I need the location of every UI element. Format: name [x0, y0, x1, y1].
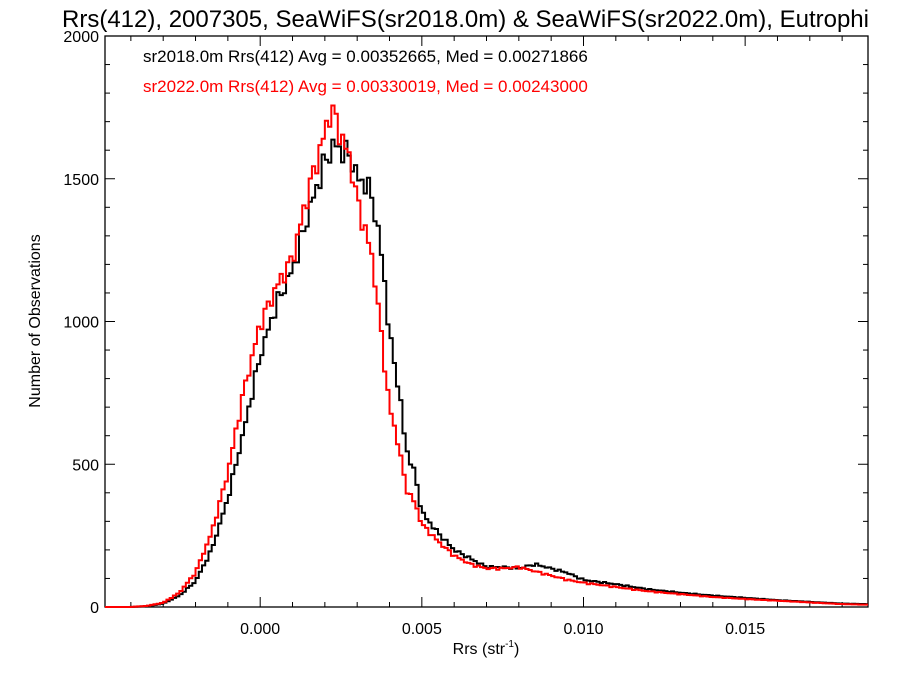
y-axis-label: Number of Observations — [27, 234, 44, 407]
series-line-sr2022-0m — [105, 104, 868, 608]
y-tick-label: 1500 — [63, 172, 99, 189]
y-tick-label: 1000 — [63, 315, 99, 332]
y-tick-label: 500 — [72, 457, 99, 474]
axis-ticks: 0.000 0.005 0.010 0.015 0 500 1000 1500 2000 — [63, 29, 868, 638]
legend-entry: sr2018.0m Rrs(412) Avg = 0.00352665, Med… — [143, 47, 588, 66]
x-tick-label: 0.005 — [402, 621, 442, 638]
x-tick-label: 0.015 — [725, 621, 765, 638]
y-tick-label: 0 — [90, 600, 99, 617]
x-tick-label: 0.010 — [563, 621, 603, 638]
x-tick-label: 0.000 — [240, 621, 280, 638]
chart-title: Rrs(412), 2007305, SeaWiFS(sr2018.0m) & … — [62, 6, 869, 33]
plot-frame — [104, 35, 869, 608]
x-axis-label-main: Rrs (str — [453, 641, 506, 658]
x-axis-label-sup: -1 — [505, 639, 514, 650]
legend: sr2018.0m Rrs(412) Avg = 0.00352665, Med… — [143, 47, 588, 96]
legend-entry: sr2022.0m Rrs(412) Avg = 0.00330019, Med… — [143, 77, 588, 96]
series-line-sr2018-0m — [105, 138, 868, 608]
y-tick-label: 2000 — [63, 29, 99, 46]
series-layer — [105, 104, 868, 608]
x-axis-label: Rrs (str-1) — [453, 639, 520, 658]
x-axis-label-end: ) — [514, 641, 519, 658]
